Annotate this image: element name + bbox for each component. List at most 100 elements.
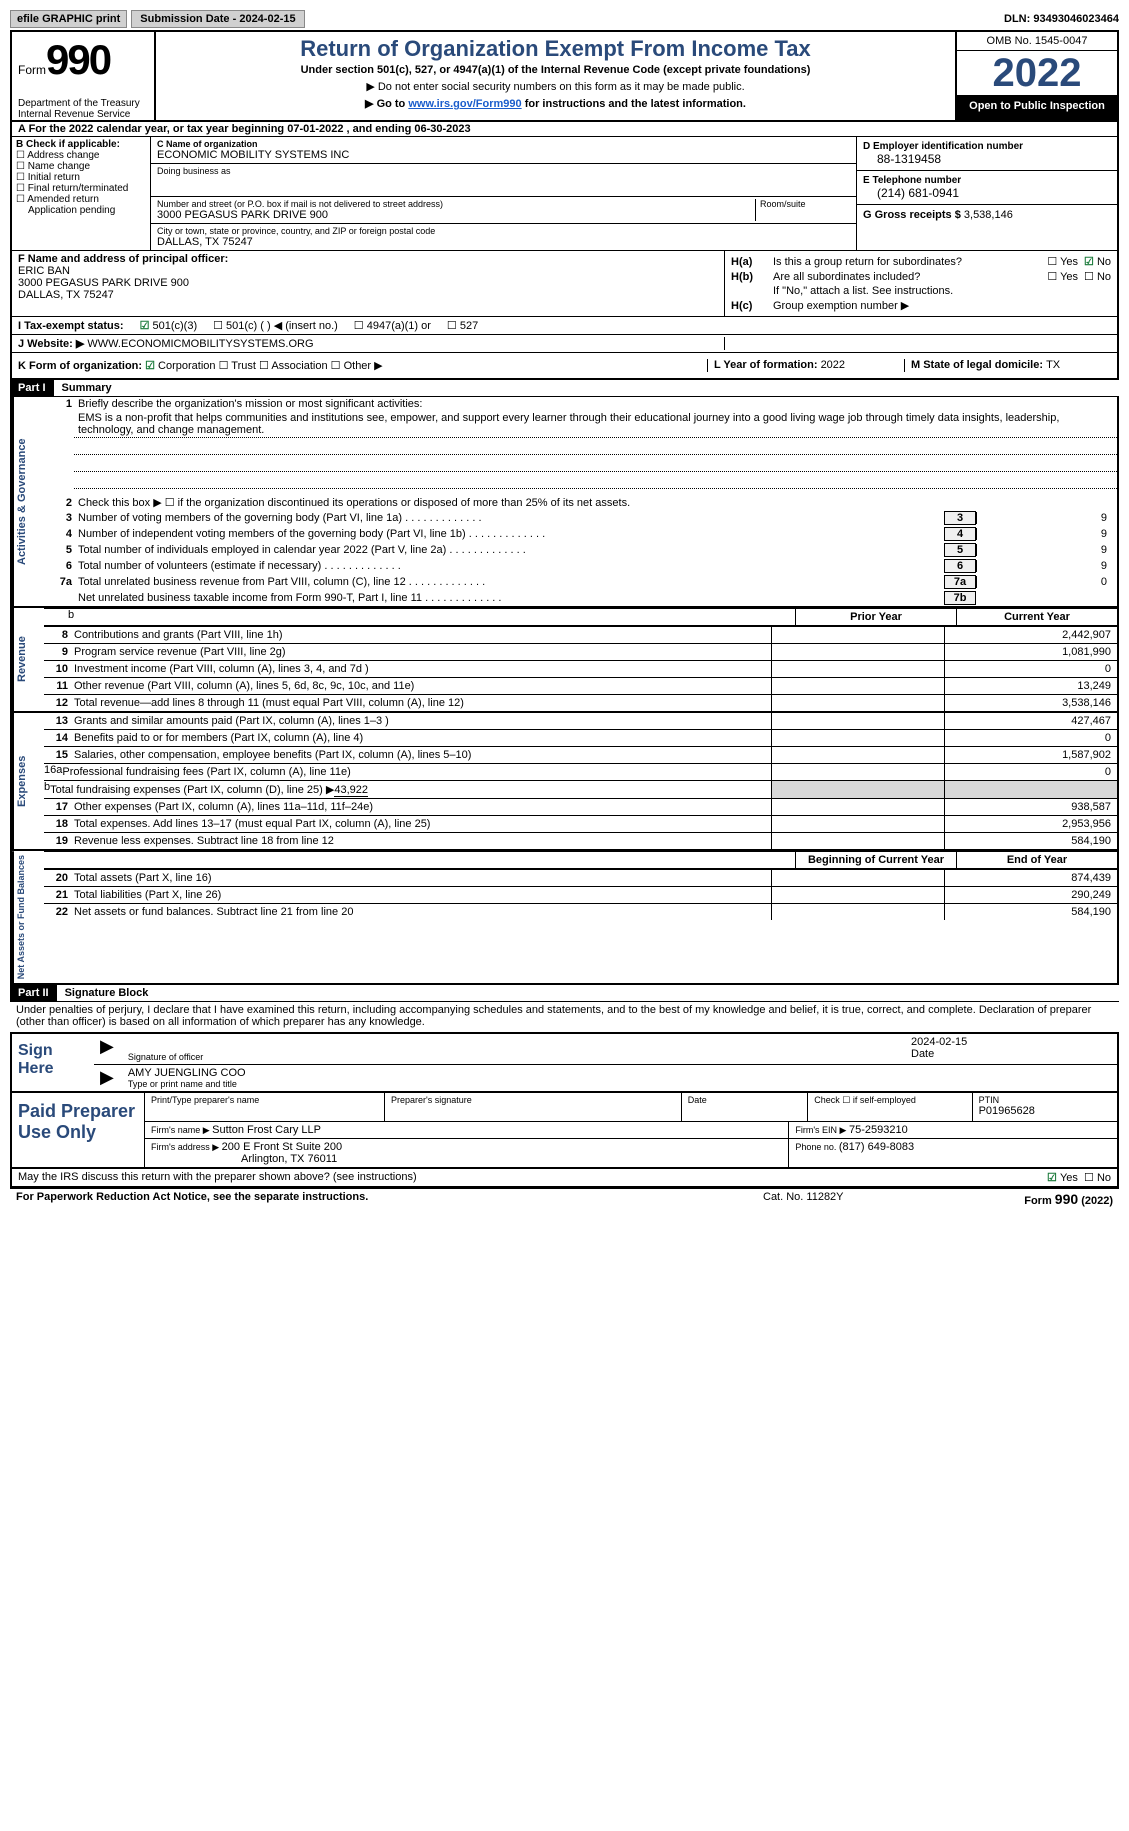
- revenue-block: Revenue bPrior YearCurrent Year 8Contrib…: [10, 608, 1119, 713]
- firm-addr2: Arlington, TX 76011: [151, 1153, 782, 1165]
- irs-link[interactable]: www.irs.gov/Form990: [408, 98, 521, 110]
- part2-header: Part IISignature Block: [10, 985, 1119, 1002]
- submission-date: Submission Date - 2024-02-15: [131, 10, 304, 28]
- signature-note: Under penalties of perjury, I declare th…: [10, 1002, 1119, 1030]
- department: Department of the Treasury Internal Reve…: [18, 98, 148, 120]
- netassets-block: Net Assets or Fund Balances Beginning of…: [10, 851, 1119, 985]
- year-line: A For the 2022 calendar year, or tax yea…: [10, 120, 1119, 137]
- form-number: Form990: [18, 36, 148, 84]
- ptin: P01965628: [979, 1105, 1111, 1117]
- val-9: 1,081,990: [944, 644, 1117, 660]
- expenses-block: Expenses 13Grants and similar amounts pa…: [10, 713, 1119, 851]
- street-address: 3000 PEGASUS PARK DRIVE 900: [157, 209, 755, 221]
- col-c: C Name of organization ECONOMIC MOBILITY…: [151, 137, 856, 250]
- firm-phone: (817) 649-8083: [839, 1141, 914, 1153]
- val-6: 9: [976, 560, 1113, 572]
- note-link: Go to www.irs.gov/Form990 for instructio…: [164, 97, 947, 110]
- val-20: 874,439: [944, 870, 1117, 886]
- val-16a: 0: [944, 764, 1117, 780]
- chk-name[interactable]: Name change: [16, 161, 146, 172]
- year-formation: 2022: [821, 359, 845, 371]
- val-21: 290,249: [944, 887, 1117, 903]
- k-row: K Form of organization: Corporation Trus…: [10, 353, 1119, 380]
- val-15: 1,587,902: [944, 747, 1117, 763]
- val-14: 0: [944, 730, 1117, 746]
- val-12: 3,538,146: [944, 695, 1117, 711]
- chk-address[interactable]: Address change: [16, 150, 146, 161]
- chk-initial[interactable]: Initial return: [16, 172, 146, 183]
- chk-501c3[interactable]: 501(c)(3): [140, 319, 198, 332]
- chk-501c[interactable]: 501(c) ( ) ◀ (insert no.): [213, 319, 338, 332]
- website-url[interactable]: WWW.ECONOMICMOBILITYSYSTEMS.ORG: [87, 338, 313, 350]
- val-5: 9: [976, 544, 1113, 556]
- tax-exempt-row: I Tax-exempt status: 501(c)(3) 501(c) ( …: [10, 316, 1119, 335]
- efile-btn[interactable]: efile GRAPHIC print: [10, 10, 127, 28]
- telephone: (214) 681-0941: [863, 186, 1111, 200]
- inspection-badge: Open to Public Inspection: [957, 96, 1117, 120]
- firm-ein: 75-2593210: [849, 1124, 908, 1136]
- val-7a: 0: [976, 576, 1113, 588]
- hb-yes[interactable]: Yes: [1047, 270, 1078, 283]
- page-footer: For Paperwork Reduction Act Notice, see …: [10, 1188, 1119, 1209]
- dln: DLN: 93493046023464: [1004, 13, 1119, 25]
- note-ssn: Do not enter social security numbers on …: [164, 80, 947, 93]
- chk-4947[interactable]: 4947(a)(1) or: [354, 319, 431, 332]
- chk-trust[interactable]: Trust: [219, 360, 256, 372]
- summary-block: Activities & Governance 1Briefly describ…: [10, 397, 1119, 608]
- val-18: 2,953,956: [944, 816, 1117, 832]
- form-subtitle: Under section 501(c), 527, or 4947(a)(1)…: [164, 64, 947, 76]
- chk-assoc[interactable]: Association: [259, 360, 328, 372]
- officer-addr2: DALLAS, TX 75247: [18, 289, 718, 301]
- val-11: 13,249: [944, 678, 1117, 694]
- sig-arrow-icon: [100, 1036, 118, 1062]
- sig-date: 2024-02-15: [911, 1036, 1111, 1048]
- mission-text: EMS is a non-profit that helps communiti…: [74, 411, 1117, 438]
- ha-yes[interactable]: Yes: [1047, 255, 1078, 268]
- sign-here-block: Sign Here Signature of officer 2024-02-1…: [10, 1032, 1119, 1093]
- chk-pending[interactable]: Application pending: [16, 205, 146, 216]
- val-10: 0: [944, 661, 1117, 677]
- vlabel-expenses: Expenses: [12, 713, 44, 849]
- sig-arrow-icon: [100, 1067, 118, 1089]
- discuss-row: May the IRS discuss this return with the…: [10, 1169, 1119, 1188]
- firm-addr1: 200 E Front St Suite 200: [222, 1141, 342, 1153]
- val-3: 9: [976, 512, 1113, 524]
- val-17: 938,587: [944, 799, 1117, 815]
- col-d: D Employer identification number 88-1319…: [856, 137, 1117, 250]
- chk-amended[interactable]: Amended return: [16, 194, 146, 205]
- col-b: B Check if applicable: Address change Na…: [12, 137, 151, 250]
- val-19: 584,190: [944, 833, 1117, 849]
- val-4: 9: [976, 528, 1113, 540]
- vlabel-activities: Activities & Governance: [12, 397, 44, 606]
- chk-corp[interactable]: Corporation: [145, 360, 215, 372]
- firm-name: Sutton Frost Cary LLP: [212, 1124, 321, 1136]
- gross-receipts: 3,538,146: [964, 209, 1013, 221]
- city-state-zip: DALLAS, TX 75247: [157, 236, 850, 248]
- vlabel-revenue: Revenue: [12, 608, 44, 711]
- val-22: 584,190: [944, 904, 1117, 920]
- top-bar: efile GRAPHIC print Submission Date - 20…: [10, 10, 1119, 28]
- form-title: Return of Organization Exempt From Incom…: [164, 36, 947, 62]
- org-name: ECONOMIC MOBILITY SYSTEMS INC: [157, 149, 850, 161]
- officer-name-title: AMY JUENGLING COO: [128, 1067, 1111, 1079]
- tax-year: 2022: [957, 51, 1117, 96]
- chk-527[interactable]: 527: [447, 319, 478, 332]
- discuss-yes[interactable]: Yes: [1047, 1171, 1078, 1184]
- hb-no[interactable]: No: [1084, 270, 1111, 283]
- ha-no[interactable]: No: [1084, 255, 1111, 268]
- officer-name: ERIC BAN: [18, 265, 718, 277]
- paid-preparer-block: Paid Preparer Use Only Print/Type prepar…: [10, 1093, 1119, 1169]
- part1-header: Part ISummary: [10, 380, 1119, 397]
- discuss-no[interactable]: No: [1084, 1171, 1111, 1184]
- officer-addr1: 3000 PEGASUS PARK DRIVE 900: [18, 277, 718, 289]
- val-16b: 43,922: [334, 784, 368, 797]
- val-8: 2,442,907: [944, 627, 1117, 643]
- chk-other[interactable]: Other ▶: [331, 360, 383, 372]
- val-13: 427,467: [944, 713, 1117, 729]
- form-header: Form990 Department of the Treasury Inter…: [10, 30, 1119, 120]
- chk-final[interactable]: Final return/terminated: [16, 183, 146, 194]
- section-bcd: B Check if applicable: Address change Na…: [10, 137, 1119, 250]
- omb-number: OMB No. 1545-0047: [957, 32, 1117, 51]
- ein: 88-1319458: [863, 152, 1111, 166]
- vlabel-netassets: Net Assets or Fund Balances: [12, 851, 44, 983]
